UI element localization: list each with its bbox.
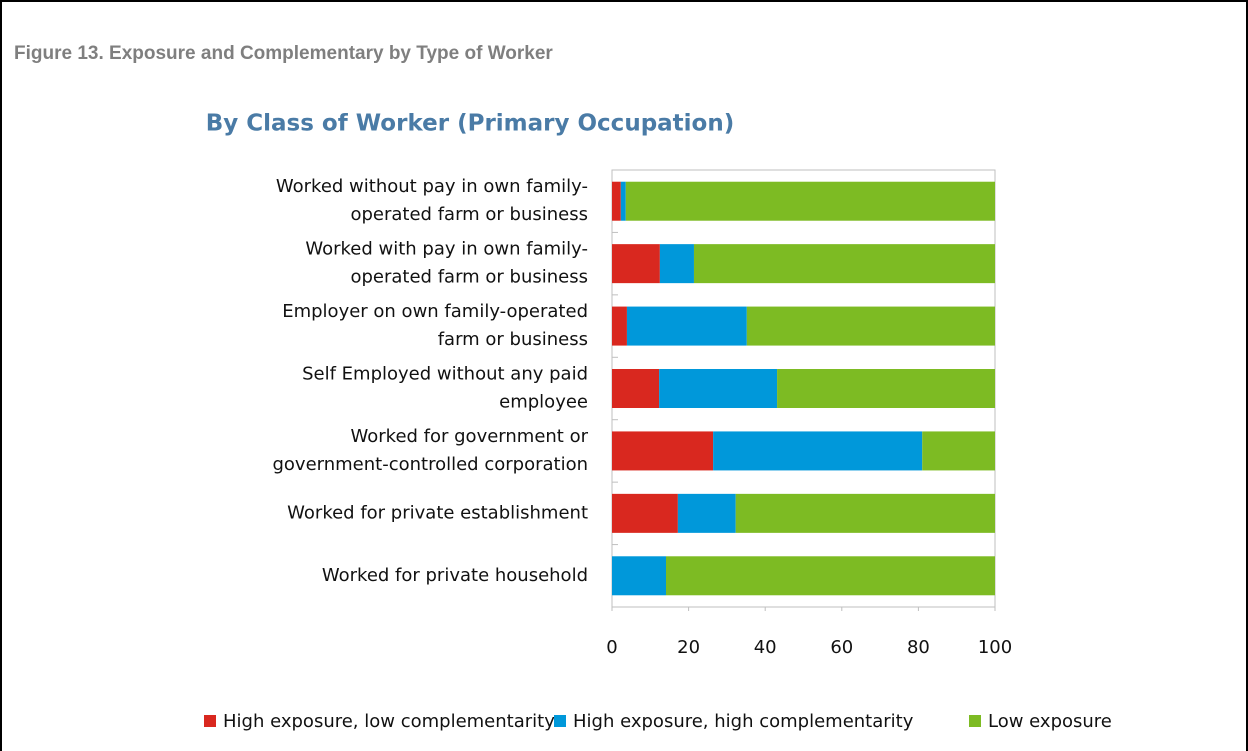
bar-segment — [666, 556, 995, 596]
bar-segment — [612, 431, 714, 471]
y-tick-label: Worked with pay in own family-operated f… — [305, 239, 588, 288]
x-tick-label: 40 — [754, 637, 777, 658]
bar-segment — [659, 369, 778, 408]
y-tick-label: Worked for government or government-contr… — [272, 426, 588, 475]
bar-segment — [612, 181, 621, 221]
bar-segment — [922, 431, 995, 471]
legend-swatch — [204, 715, 216, 727]
bar-segment — [693, 244, 995, 284]
bar-segment — [777, 369, 995, 408]
bar-segment — [612, 244, 660, 284]
bar-segment — [626, 306, 747, 346]
bar-segment — [713, 431, 923, 471]
bar-segment — [746, 306, 995, 346]
y-tick-label: Worked without pay in own family-operate… — [276, 176, 588, 225]
y-tick-label: Worked for private household — [322, 565, 588, 586]
legend-label: Low exposure — [988, 711, 1112, 732]
bar-segment — [612, 306, 627, 346]
bar-segment — [612, 556, 667, 596]
legend-swatch — [554, 715, 566, 727]
legend-swatch — [969, 715, 981, 727]
chart-title: By Class of Worker (Primary Occupation) — [206, 111, 735, 137]
bar-segment — [625, 181, 995, 221]
x-tick-label: 0 — [606, 637, 617, 658]
y-tick-label: Employer on own family-operated farm or b… — [282, 301, 588, 350]
bar-segment — [612, 493, 678, 533]
x-tick-label: 100 — [978, 637, 1012, 658]
bar-segment — [612, 369, 660, 408]
y-tick-label: Worked for private establishment — [287, 502, 588, 523]
x-tick-label: 80 — [907, 637, 930, 658]
bar-segment — [735, 493, 995, 533]
y-tick-label: Self Employed without any paid employee — [302, 364, 588, 413]
bar-segment — [677, 493, 736, 533]
x-tick-label: 60 — [830, 637, 853, 658]
bar-segment — [620, 181, 626, 221]
figure-caption: Figure 13. Exposure and Complementary by… — [14, 43, 553, 64]
legend-label: High exposure, low complementarity — [223, 711, 555, 732]
x-tick-label: 20 — [677, 637, 700, 658]
legend-label: High exposure, high complementarity — [573, 711, 914, 732]
bar-segment — [659, 244, 694, 284]
